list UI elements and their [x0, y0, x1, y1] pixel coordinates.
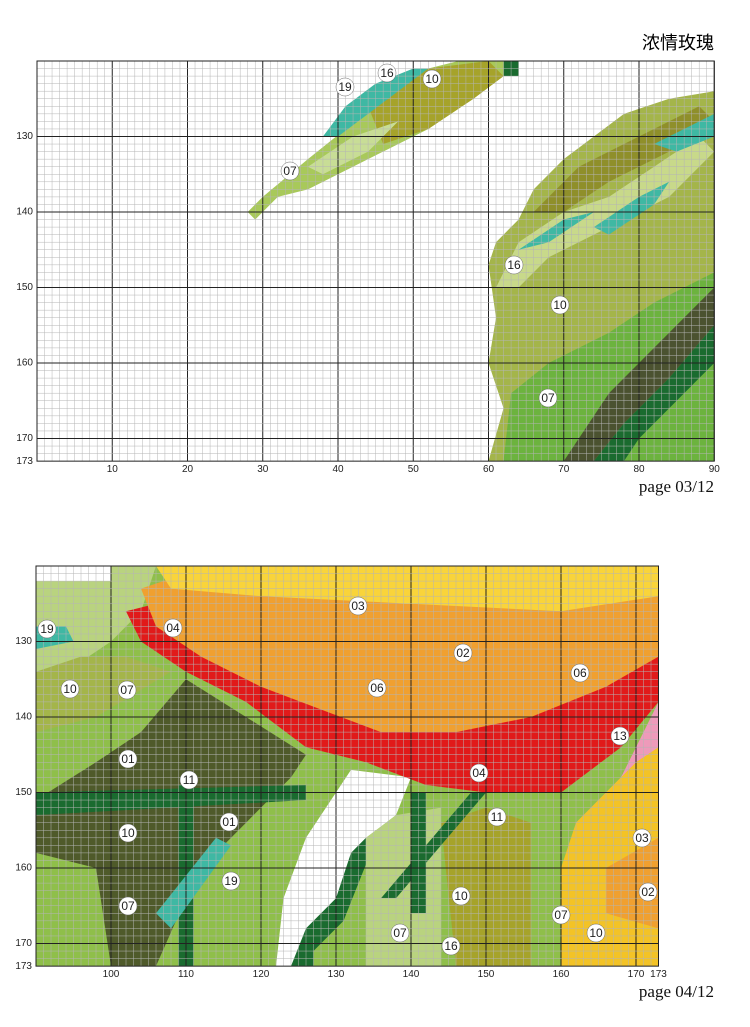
- x-axis-label: 110: [178, 969, 194, 980]
- y-axis-label: 130: [16, 131, 33, 142]
- symbol-label: 16: [444, 939, 458, 953]
- symbol-label: 03: [635, 831, 649, 845]
- symbol-badge: [280, 161, 300, 181]
- x-axis-label: 173: [650, 969, 667, 980]
- symbol-badge: [632, 828, 652, 848]
- x-axis-label: 70: [558, 464, 570, 475]
- symbol-label: 10: [454, 889, 468, 903]
- symbol-label: 07: [121, 899, 135, 913]
- symbol-label: 01: [222, 815, 236, 829]
- x-axis-label: 130: [328, 969, 345, 980]
- y-axis-label: 150: [16, 282, 33, 293]
- symbol-badge: [441, 936, 461, 956]
- symbol-label: 03: [351, 599, 365, 613]
- symbol-label: 02: [641, 885, 655, 899]
- y-axis-label: 170: [16, 433, 33, 444]
- symbol-badge: [422, 69, 442, 89]
- y-axis-label: 140: [16, 207, 33, 218]
- x-axis-label: 150: [478, 969, 495, 980]
- symbol-badge: [221, 871, 241, 891]
- symbol-label: 10: [553, 298, 567, 312]
- symbol-label: 19: [40, 622, 54, 636]
- symbol-label: 04: [472, 766, 486, 780]
- x-axis-label: 160: [553, 969, 570, 980]
- symbol-badge: [377, 63, 397, 83]
- symbol-label: 01: [121, 752, 135, 766]
- x-axis-label: 100: [103, 969, 120, 980]
- symbol-badge: [451, 886, 471, 906]
- symbol-badge: [163, 618, 183, 638]
- page-number: page 04/12: [639, 982, 714, 1001]
- symbol-badge: [60, 679, 80, 699]
- symbol-label: 19: [224, 874, 238, 888]
- y-axis-label: 160: [15, 863, 32, 874]
- symbol-badge: [118, 823, 138, 843]
- symbol-label: 19: [338, 80, 352, 94]
- y-axis-label: 160: [16, 358, 33, 369]
- symbol-label: 04: [166, 621, 180, 635]
- symbol-badge: [504, 255, 524, 275]
- symbol-badge: [538, 388, 558, 408]
- x-axis-label: 80: [633, 464, 645, 475]
- y-axis-label: 130: [15, 636, 32, 647]
- symbol-label: 07: [393, 926, 407, 940]
- symbol-label: 11: [491, 810, 504, 824]
- x-axis-label: 10: [107, 464, 119, 475]
- symbol-badge: [219, 812, 239, 832]
- symbol-badge: [335, 77, 355, 97]
- symbol-badge: [348, 596, 368, 616]
- symbol-badge: [550, 295, 570, 315]
- overlay: 10 20 30 40 50 60 70 80 90 130 140 150 160 170 173 19 16…: [15, 60, 721, 1001]
- page-number: page 03/12: [639, 477, 714, 496]
- symbol-label: 11: [183, 773, 196, 787]
- symbol-badge: [118, 896, 138, 916]
- symbol-badge: [118, 749, 138, 769]
- symbol-badge: [487, 807, 507, 827]
- y-axis-label: 140: [15, 712, 32, 723]
- symbol-label: 06: [573, 666, 587, 680]
- symbol-label: 10: [425, 72, 439, 86]
- symbol-label: 10: [589, 926, 603, 940]
- x-axis-label: 20: [182, 464, 194, 475]
- symbol-label: 06: [370, 681, 384, 695]
- x-axis-label: 50: [408, 464, 420, 475]
- x-axis-label: 170: [628, 969, 645, 980]
- x-axis-label: 30: [257, 464, 269, 475]
- x-axis-label: 60: [483, 464, 495, 475]
- y-axis-label: 150: [15, 787, 32, 798]
- y-axis-label: 173: [15, 961, 32, 972]
- symbol-badge: [179, 770, 199, 790]
- symbol-label: 07: [541, 391, 555, 405]
- x-axis-label: 140: [403, 969, 420, 980]
- symbol-badge: [469, 763, 489, 783]
- symbol-badge: [117, 680, 137, 700]
- symbol-label: 13: [613, 729, 627, 743]
- y-axis-label: 173: [16, 456, 33, 467]
- symbol-label: 10: [121, 826, 135, 840]
- symbol-badge: [551, 905, 571, 925]
- y-axis-label: 170: [15, 938, 32, 949]
- symbol-label: 02: [456, 646, 470, 660]
- x-axis-label: 120: [253, 969, 270, 980]
- symbol-label: 07: [283, 164, 297, 178]
- symbol-badge: [367, 678, 387, 698]
- symbol-badge: [610, 726, 630, 746]
- x-axis-label: 40: [332, 464, 344, 475]
- symbol-badge: [390, 923, 410, 943]
- symbol-label: 10: [63, 682, 77, 696]
- title: 浓情玫瑰: [642, 33, 714, 53]
- symbol-label: 07: [120, 683, 134, 697]
- symbol-label: 07: [554, 908, 568, 922]
- symbol-label: 16: [380, 66, 394, 80]
- symbol-badge: [37, 619, 57, 639]
- symbol-badge: [638, 882, 658, 902]
- symbol-badge: [570, 663, 590, 683]
- symbol-badge: [453, 643, 473, 663]
- grid-border: [35, 565, 659, 967]
- grid-border: [36, 60, 715, 462]
- x-axis-label: 90: [709, 464, 721, 475]
- symbol-label: 16: [507, 258, 521, 272]
- symbol-badge: [586, 923, 606, 943]
